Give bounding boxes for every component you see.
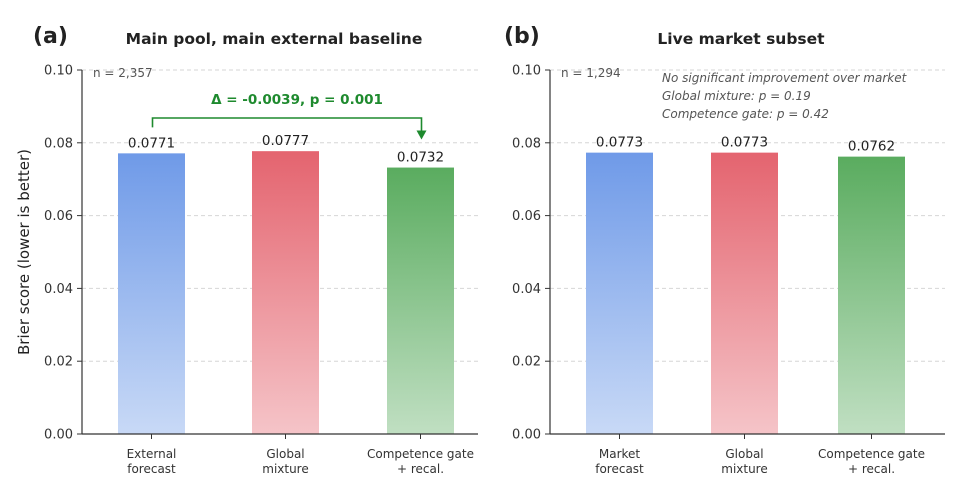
significance-note: No significant improvement over market (662, 71, 908, 85)
y-tick-label: 0.08 (512, 136, 541, 151)
significance-note: Competence gate: p = 0.42 (662, 107, 829, 121)
y-tick-label: 0.02 (512, 355, 541, 370)
significance-bracket (151, 117, 423, 132)
bar-value-label: 0.0773 (596, 135, 643, 151)
y-tick-label: 0.10 (512, 64, 541, 79)
y-tick-label: 0.00 (44, 428, 73, 443)
bar-1 (711, 152, 778, 435)
y-tick-label: 0.08 (44, 136, 73, 151)
y-tick-label: 0.04 (44, 282, 73, 297)
bar-0 (118, 153, 185, 434)
bar-0 (586, 152, 653, 435)
category-label: Global mixture (262, 447, 309, 476)
bar-value-label: 0.0732 (397, 150, 444, 166)
y-tick-label: 0.04 (512, 282, 541, 297)
category-label: External forecast (127, 447, 177, 476)
y-tick-label: 0.06 (44, 209, 73, 224)
bar-value-label: 0.0762 (848, 139, 895, 155)
bar-2 (838, 156, 905, 434)
panel-title: Live market subset (657, 30, 825, 48)
y-tick-label: 0.00 (512, 428, 541, 443)
category-label: Global mixture (721, 447, 768, 476)
panel-letter: (a) (33, 24, 68, 49)
sample-size-label: n = 2,357 (93, 66, 153, 80)
delta-annotation: Δ = -0.0039, p = 0.001 (211, 92, 383, 108)
bar-value-label: 0.0773 (721, 135, 768, 151)
significance-note: Global mixture: p = 0.19 (662, 89, 811, 103)
category-label: Competence gate + recal. (818, 447, 925, 476)
bar-value-label: 0.0771 (128, 135, 175, 151)
category-label: Competence gate + recal. (367, 447, 474, 476)
y-tick-label: 0.06 (512, 209, 541, 224)
panel-letter: (b) (504, 24, 540, 49)
panel-title: Main pool, main external baseline (126, 30, 423, 48)
y-axis-label: Brier score (lower is better) (15, 149, 33, 355)
y-tick-label: 0.10 (44, 64, 73, 79)
chart-panel-b: (b) Live market subset 0.00 0.02 0.04 0.06 0.0… (504, 24, 945, 476)
y-tick-label: 0.02 (44, 355, 73, 370)
chart-panel-a: (a) Main pool, main external baseline 0.00… (33, 24, 478, 476)
bar-1 (252, 151, 319, 434)
category-label: Market forecast (595, 447, 644, 476)
bar-value-label: 0.0777 (262, 133, 309, 149)
bar-2 (387, 167, 454, 434)
bracket-arrowhead (416, 130, 427, 140)
sample-size-label: n = 1,294 (561, 66, 621, 80)
